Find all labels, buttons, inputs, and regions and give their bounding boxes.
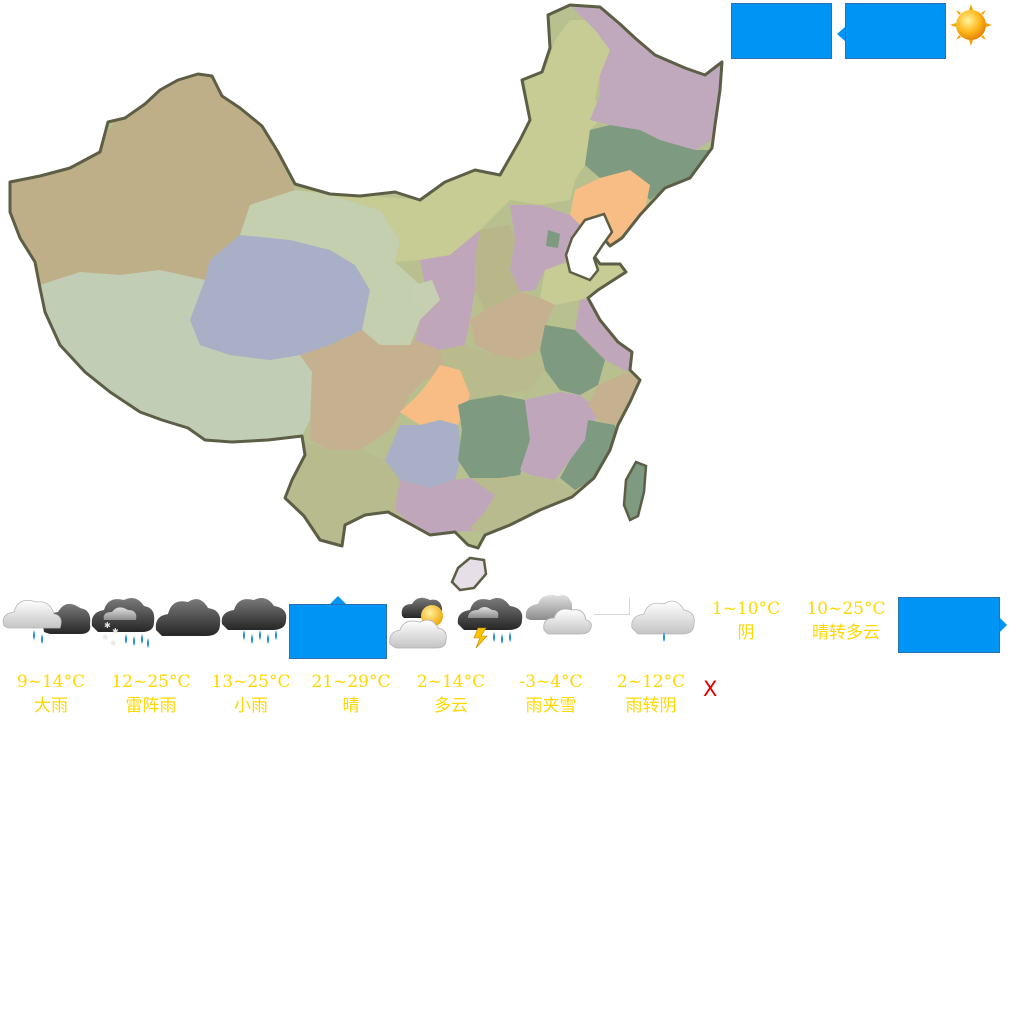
region-xinjiang[interactable] — [0, 70, 295, 285]
region-inner-mongolia[interactable] — [295, 20, 615, 262]
bohai-gulf — [564, 212, 614, 282]
forecast-item-1: 9~14°C 大雨 — [6, 670, 96, 718]
region-shaanxi[interactable] — [415, 230, 480, 350]
region-guangdong[interactable] — [470, 475, 575, 535]
region-jiangxi[interactable] — [520, 392, 598, 480]
forecast-item-5: 2~14°C 多云 — [406, 670, 496, 718]
temp-label: 21~29°C — [311, 672, 391, 692]
sun-icon[interactable] — [949, 3, 993, 47]
condition-label: 大雨 — [34, 696, 68, 716]
forecast-item-9: 10~25°C 晴转多云 — [801, 597, 891, 645]
divider-line — [594, 614, 630, 615]
region-jiangsu[interactable] — [575, 298, 632, 372]
svg-text:✱: ✱ — [110, 639, 117, 648]
region-yunnan[interactable] — [285, 440, 410, 546]
region-gansu[interactable] — [240, 190, 440, 345]
popup-box-left[interactable] — [731, 3, 832, 59]
region-sichuan[interactable] — [300, 330, 445, 450]
sleet-icon — [525, 595, 592, 635]
region-qinghai[interactable] — [190, 235, 370, 360]
region-hunan[interactable] — [458, 395, 530, 480]
forecast-item-3: 13~25°C 小雨 — [206, 670, 296, 718]
forecast-item-7: 2~12°C 雨转阴 — [606, 670, 696, 718]
forecast-item-2: 12~25°C 雷阵雨 — [106, 670, 196, 718]
heavy-rain-icon — [2, 599, 91, 644]
temp-label: 2~12°C — [616, 672, 686, 692]
temp-label: 12~25°C — [111, 672, 191, 692]
divider-line-vertical — [629, 598, 630, 615]
condition-label: 晴 — [342, 696, 360, 716]
dark-cloud-icon — [155, 599, 221, 636]
popup-notch-forecast — [330, 596, 346, 604]
rain-to-overcast-icon — [631, 600, 695, 642]
condition-label: 小雨 — [234, 696, 268, 716]
forecast-item-4: 21~29°C 晴 — [306, 670, 396, 718]
region-hainan[interactable] — [450, 556, 488, 592]
cloudy-icon — [389, 597, 447, 649]
region-anhui[interactable] — [540, 325, 605, 395]
condition-label: 晴转多云 — [812, 623, 880, 643]
svg-text:✱: ✱ — [104, 621, 111, 630]
region-zhejiang[interactable] — [588, 372, 640, 425]
region-guangxi[interactable] — [395, 478, 498, 535]
light-rain-icon — [221, 598, 287, 644]
thunderstorm-icon — [457, 598, 523, 649]
temp-label: 10~25°C — [806, 599, 886, 619]
popup-box-right-arrow[interactable] — [898, 597, 1000, 653]
temp-label: 2~14°C — [416, 672, 486, 692]
close-button[interactable]: X — [703, 677, 718, 701]
condition-label: 雷阵雨 — [125, 696, 177, 716]
temp-label: -3~4°C — [519, 672, 583, 692]
region-shandong[interactable] — [540, 260, 626, 305]
region-ningxia[interactable] — [412, 280, 440, 312]
popup-notch-left — [837, 27, 845, 41]
region-henan[interactable] — [470, 292, 555, 360]
region-heilongjiang[interactable] — [570, 5, 725, 150]
region-fujian[interactable] — [560, 420, 618, 490]
region-taiwan[interactable] — [622, 460, 648, 522]
popup-box-forecast[interactable] — [289, 604, 387, 659]
region-beijing[interactable] — [546, 230, 560, 248]
condition-label: 多云 — [434, 696, 468, 716]
thunder-shower-icon: ✱✱✱✱ — [91, 598, 155, 648]
china-map — [0, 3, 725, 592]
condition-label: 阴 — [737, 623, 755, 643]
forecast-item-6: -3~4°C 雨夹雪 — [506, 670, 596, 718]
popup-arrow-right — [1000, 618, 1007, 632]
condition-label: 雨夹雪 — [525, 696, 577, 716]
region-hebei[interactable] — [510, 205, 585, 292]
temp-label: 13~25°C — [211, 672, 291, 692]
svg-text:✱: ✱ — [112, 627, 119, 636]
forecast-item-8: 1~10°C 阴 — [701, 597, 791, 645]
condition-label: 雨转阴 — [625, 696, 677, 716]
region-shanxi[interactable] — [475, 225, 520, 310]
temp-label: 1~10°C — [711, 599, 781, 619]
region-guizhou[interactable] — [385, 420, 462, 488]
region-tibet[interactable] — [0, 260, 312, 445]
region-chongqing[interactable] — [400, 365, 470, 425]
callout-box-right[interactable] — [845, 3, 946, 59]
svg-text:✱: ✱ — [102, 633, 109, 642]
temp-label: 9~14°C — [16, 672, 86, 692]
